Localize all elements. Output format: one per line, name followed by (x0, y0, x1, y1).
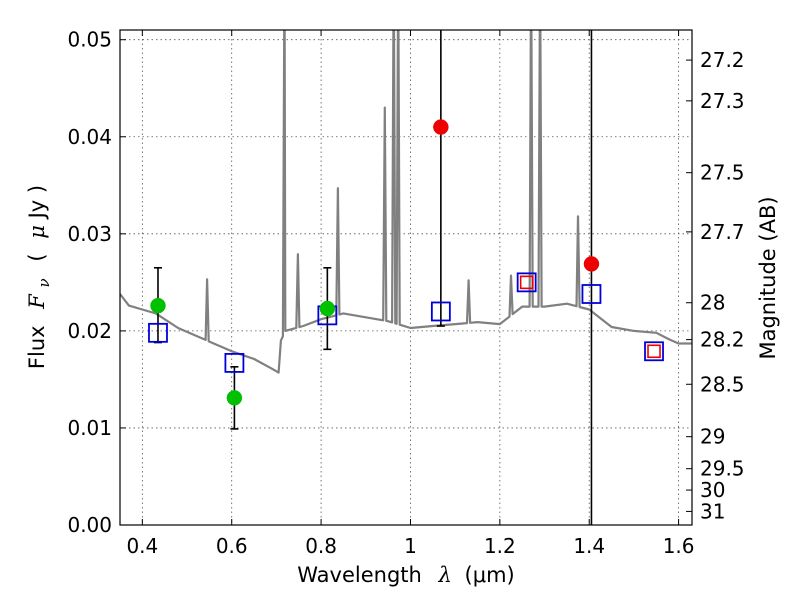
model-square (148, 322, 168, 343)
plot-frame (119, 29, 693, 526)
x-axis-title: Wavelength λ (μm) (297, 563, 514, 587)
y-axis-title-unit: Jy ) (25, 185, 49, 221)
plot-area (120, 30, 692, 525)
x-tick-label: 0.8 (305, 534, 337, 558)
y2-tick-label: 29.5 (700, 457, 745, 481)
grid (120, 30, 692, 526)
x-tick-label: 0.6 (216, 534, 248, 558)
y2-tick-label: 31 (700, 499, 725, 523)
y-axis-title-symbol: F (25, 293, 49, 310)
x-tick-label: 1.6 (663, 534, 695, 558)
y-tick-label: 0.05 (67, 28, 112, 52)
model-square (516, 272, 537, 293)
y2-tick-label: 28 (700, 291, 725, 315)
x-axis-title-unit: (μm) (465, 563, 515, 587)
sed-template-line (120, 30, 692, 374)
x-axis-title-text: Wavelength (297, 563, 422, 587)
y2-tick-label: 27.5 (700, 161, 745, 185)
y-axis-title-mu: μ (25, 225, 49, 239)
y-axis-title-paren: ( (25, 253, 49, 261)
green-point (150, 297, 166, 314)
model-square (430, 301, 451, 322)
y2-axis-title: Magnitude (AB) (756, 196, 780, 359)
x-tick-label: 1.2 (484, 534, 516, 558)
y2-tick-label: 29 (700, 425, 725, 449)
y-tick-label: 0.01 (67, 416, 112, 440)
y2-tick-label: 27.3 (700, 89, 745, 113)
y2-tick-label: 27.7 (700, 220, 745, 244)
y2-tick-label: 28.5 (700, 372, 745, 396)
model-square (224, 353, 245, 373)
y-tick-label: 0.03 (67, 222, 112, 246)
x-tick-label: 1.4 (573, 534, 605, 558)
model-square (581, 284, 602, 304)
red-point (433, 119, 449, 135)
y-tick-label: 0.02 (67, 319, 112, 343)
red-point (583, 256, 600, 272)
x-tick-label: 1 (404, 534, 417, 558)
y-tick-label: 0.04 (67, 125, 112, 149)
red-square (647, 344, 661, 359)
y2-tick-label: 27.2 (700, 48, 745, 72)
red-square (519, 275, 534, 290)
x-axis-title-symbol: λ (438, 563, 452, 587)
y2-tick-label: 30 (700, 478, 725, 502)
y-axis-title-subscript: ν (35, 278, 53, 287)
y-tick-label: 0.00 (67, 513, 112, 537)
y2-tick-label: 28.2 (700, 328, 745, 352)
y-axis-title-text: Flux (25, 325, 49, 369)
green-point (319, 300, 336, 317)
x-tick-label: 0.4 (126, 534, 158, 558)
model-square (644, 341, 664, 362)
y-axis-title: Flux F ν ( μ Jy ) (25, 185, 54, 369)
green-point (226, 390, 243, 406)
axes: 0.4 0.6 0.8 1 1.2 1.4 1.6 0.00 0.01 0.02 0.03 0.04 0… (67, 28, 744, 558)
